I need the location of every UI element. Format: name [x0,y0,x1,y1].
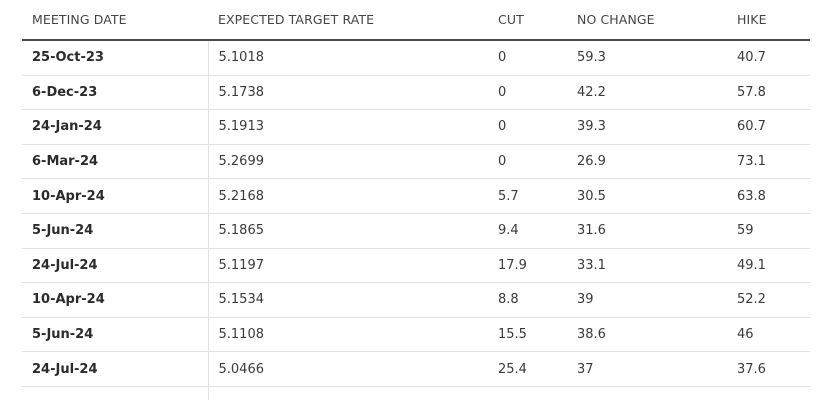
header-meeting-date: MEETING DATE [22,0,208,41]
meeting-date-cell: 24-Jul-24 [22,351,209,387]
no-change-cell: 59.3 [567,40,727,76]
cut-cell: 15.5 [488,317,567,353]
rate-probability-table: MEETING DATE EXPECTED TARGET RATE CUT NO… [22,0,810,400]
no-change-cell: 37 [567,351,727,387]
table-header: MEETING DATE EXPECTED TARGET RATE CUT NO… [22,0,810,41]
hike-cell: 46 [727,317,810,353]
cut-cell: 9.4 [488,213,567,249]
table-row: 24-Jul-24 5.0466 25.4 37 37.6 [22,351,810,387]
table-row: 6-Dec-23 5.1738 0 42.2 57.8 [22,75,810,111]
spacer-cell [727,386,810,400]
no-change-cell: 33.1 [567,248,727,284]
table-row: 24-Jan-24 5.1913 0 39.3 60.7 [22,109,810,145]
table-spacer-row [22,386,810,400]
meeting-date-cell: 6-Dec-23 [22,75,209,111]
hike-cell: 63.8 [727,178,810,214]
header-hike: HIKE [727,0,810,41]
meeting-date-cell: 10-Apr-24 [22,282,209,318]
no-change-cell: 39.3 [567,109,727,145]
cut-cell: 0 [488,75,567,111]
cut-cell: 17.9 [488,248,567,284]
spacer-cell [208,386,488,400]
hike-cell: 52.2 [727,282,810,318]
no-change-cell: 39 [567,282,727,318]
spacer-cell [22,386,209,400]
table-row: 24-Jul-24 5.1197 17.9 33.1 49.1 [22,248,810,284]
no-change-cell: 38.6 [567,317,727,353]
meeting-date-cell: 10-Apr-24 [22,178,209,214]
hike-cell: 73.1 [727,144,810,180]
table-row: 6-Mar-24 5.2699 0 26.9 73.1 [22,144,810,180]
cut-cell: 0 [488,144,567,180]
expected-target-rate-cell: 5.1534 [208,282,488,318]
meeting-date-cell: 24-Jan-24 [22,109,209,145]
no-change-cell: 31.6 [567,213,727,249]
table-body: 25-Oct-23 5.1018 0 59.3 40.7 6-Dec-23 5.1738 0 4… [22,40,810,400]
cut-cell: 8.8 [488,282,567,318]
hike-cell: 57.8 [727,75,810,111]
cut-cell: 0 [488,40,567,76]
table-row: 10-Apr-24 5.1534 8.8 39 52.2 [22,282,810,318]
meeting-date-cell: 25-Oct-23 [22,40,209,76]
cut-cell: 5.7 [488,178,567,214]
expected-target-rate-cell: 5.1913 [208,109,488,145]
expected-target-rate-cell: 5.2699 [208,144,488,180]
expected-target-rate-cell: 5.1738 [208,75,488,111]
no-change-cell: 30.5 [567,178,727,214]
expected-target-rate-cell: 5.1197 [208,248,488,284]
header-no-change: NO CHANGE [567,0,727,41]
no-change-cell: 42.2 [567,75,727,111]
cut-cell: 0 [488,109,567,145]
meeting-date-cell: 5-Jun-24 [22,213,209,249]
spacer-cell [488,386,567,400]
expected-target-rate-cell: 5.1018 [208,40,488,76]
expected-target-rate-cell: 5.1865 [208,213,488,249]
no-change-cell: 26.9 [567,144,727,180]
hike-cell: 59 [727,213,810,249]
header-cut: CUT [488,0,567,41]
expected-target-rate-cell: 5.2168 [208,178,488,214]
table-row: 5-Jun-24 5.1108 15.5 38.6 46 [22,317,810,353]
header-expected-target-rate: EXPECTED TARGET RATE [208,0,488,41]
hike-cell: 49.1 [727,248,810,284]
meeting-date-cell: 6-Mar-24 [22,144,209,180]
cut-cell: 25.4 [488,351,567,387]
expected-target-rate-cell: 5.1108 [208,317,488,353]
table-row: 25-Oct-23 5.1018 0 59.3 40.7 [22,40,810,76]
meeting-date-cell: 5-Jun-24 [22,317,209,353]
hike-cell: 40.7 [727,40,810,76]
expected-target-rate-cell: 5.0466 [208,351,488,387]
meeting-date-cell: 24-Jul-24 [22,248,209,284]
hike-cell: 60.7 [727,109,810,145]
header-row: MEETING DATE EXPECTED TARGET RATE CUT NO… [22,0,810,41]
spacer-cell [567,386,727,400]
table-row: 10-Apr-24 5.2168 5.7 30.5 63.8 [22,178,810,214]
hike-cell: 37.6 [727,351,810,387]
table-row: 5-Jun-24 5.1865 9.4 31.6 59 [22,213,810,249]
